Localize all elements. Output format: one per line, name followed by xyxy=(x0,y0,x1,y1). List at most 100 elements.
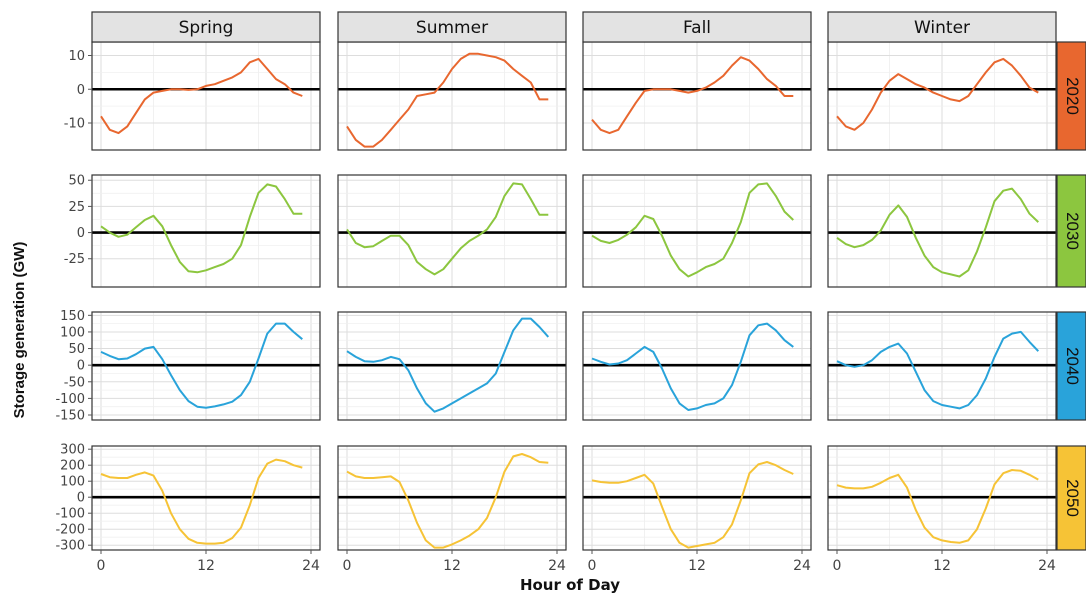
y-tick-label: -25 xyxy=(64,252,85,267)
series-line-summer-2030 xyxy=(346,182,549,276)
series-line-spring-2050 xyxy=(100,458,303,545)
row-strip-label: 2030 xyxy=(1063,212,1082,250)
y-tick-label: 0 xyxy=(77,359,85,374)
y-tick-label: 50 xyxy=(68,174,85,189)
y-tick-label: -10 xyxy=(64,117,85,132)
series-line-fall-2050 xyxy=(591,461,794,549)
panel-2020-summer xyxy=(337,41,567,151)
x-tick-label: 24 xyxy=(302,558,320,574)
row-strip-label: 2050 xyxy=(1063,479,1082,517)
y-tick-label: 200 xyxy=(60,459,85,474)
y-tick-label: 100 xyxy=(60,325,85,340)
row-strip-label: 2020 xyxy=(1063,77,1082,115)
series-line-winter-2050 xyxy=(836,469,1039,544)
panel-2020-fall xyxy=(582,41,812,151)
series-line-summer-2040 xyxy=(346,317,550,413)
row-strip-2030: 2030 xyxy=(1056,174,1086,288)
y-tick-label: -150 xyxy=(55,409,85,424)
series-line-winter-2030 xyxy=(836,187,1039,278)
x-tick-label: 12 xyxy=(688,558,706,574)
y-tick-label: 25 xyxy=(68,200,85,215)
panel-border xyxy=(337,311,567,421)
series-line-fall-2030 xyxy=(591,182,794,278)
y-tick-label: -300 xyxy=(55,539,85,554)
column-strips: Spring Summer Fall Winter xyxy=(91,11,1057,43)
x-axis-title: Hour of Day xyxy=(520,576,620,594)
y-tick-label: 0 xyxy=(77,226,85,241)
panel-border xyxy=(91,311,321,421)
series-line-summer-2050 xyxy=(346,453,549,549)
panel-border xyxy=(91,174,321,288)
strip-fall: Fall xyxy=(582,11,812,43)
strip-label: Winter xyxy=(914,18,970,38)
panel-border xyxy=(337,174,567,288)
y-tick-label: 150 xyxy=(60,309,85,324)
row-strip-background xyxy=(1056,311,1086,421)
panel-border xyxy=(582,311,812,421)
y-tick-label: -200 xyxy=(55,523,85,538)
y-tick-label: 0 xyxy=(77,491,85,506)
series-line-spring-2020 xyxy=(100,57,303,135)
x-tick-label: 0 xyxy=(97,558,106,574)
strip-background xyxy=(582,11,812,43)
series-line-winter-2020 xyxy=(836,57,1039,131)
panel-2030-summer xyxy=(337,174,567,288)
panel-border xyxy=(827,311,1057,421)
x-tick-label: 0 xyxy=(833,558,842,574)
panel-2030-winter xyxy=(827,174,1057,288)
panel-2040-fall xyxy=(582,311,812,421)
strip-background xyxy=(337,11,567,43)
row-strip-2020: 2020 xyxy=(1056,41,1086,151)
y-tick-label: 0 xyxy=(77,83,85,98)
row-strips: 2020 2030 2040 2050 xyxy=(1056,41,1086,551)
y-tick-label: -50 xyxy=(64,375,85,390)
strip-winter: Winter xyxy=(827,11,1057,43)
x-tick-label: 24 xyxy=(1038,558,1056,574)
row-strip-2040: 2040 xyxy=(1056,311,1086,421)
panel-2050-fall: 0 12 24 xyxy=(582,445,812,574)
panel-2050-summer: 0 12 24 xyxy=(337,445,567,574)
panel-2050-winter: 0 12 24 xyxy=(827,445,1057,574)
y-tick-label: -100 xyxy=(55,507,85,522)
strip-spring: Spring xyxy=(91,11,321,43)
row-strip-background xyxy=(1056,41,1086,151)
series-line-spring-2030 xyxy=(100,183,303,274)
x-tick-label: 0 xyxy=(588,558,597,574)
x-tick-label: 24 xyxy=(548,558,566,574)
y-tick-label: 10 xyxy=(68,49,85,64)
x-tick-label: 12 xyxy=(443,558,461,574)
panel-2020-spring: -10 0 10 xyxy=(64,41,321,151)
chart-panels: -10010-2502550-150-100-50050100150-300-2… xyxy=(55,41,1057,574)
row-strip-2050: 2050 xyxy=(1056,445,1086,551)
strip-summer: Summer xyxy=(337,11,567,43)
y-tick-label: 300 xyxy=(60,443,85,458)
panel-2040-summer xyxy=(337,311,567,421)
panel-border xyxy=(582,174,812,288)
x-tick-label: 12 xyxy=(197,558,215,574)
row-strip-label: 2040 xyxy=(1063,347,1082,385)
row-strip-background xyxy=(1056,174,1086,288)
y-tick-label: -100 xyxy=(55,392,85,407)
row-strip-background xyxy=(1056,445,1086,551)
series-line-winter-2040 xyxy=(836,330,1040,410)
y-tick-label: 50 xyxy=(68,342,85,357)
x-tick-label: 12 xyxy=(933,558,951,574)
x-tick-label: 0 xyxy=(343,558,352,574)
panel-2030-spring: -25 0 25 50 xyxy=(64,174,321,288)
x-tick-label: 24 xyxy=(793,558,811,574)
strip-label: Spring xyxy=(179,18,234,38)
panel-2030-fall xyxy=(582,174,812,288)
strip-background xyxy=(827,11,1057,43)
series-line-summer-2020 xyxy=(346,52,549,148)
series-line-fall-2040 xyxy=(591,322,794,411)
strip-background xyxy=(91,11,321,43)
y-axis-title: Storage generation (GW) xyxy=(11,242,28,419)
panel-border xyxy=(827,174,1057,288)
series-line-spring-2040 xyxy=(100,322,303,409)
strip-label: Fall xyxy=(683,18,711,38)
y-tick-label: 100 xyxy=(60,475,85,490)
panel-2040-winter xyxy=(827,311,1057,421)
